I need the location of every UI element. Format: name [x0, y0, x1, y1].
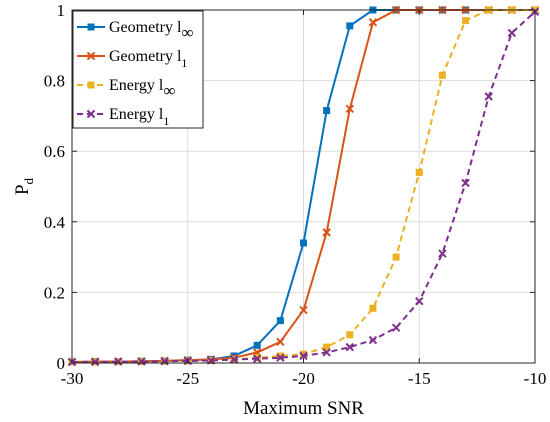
- legend-label-sub: 1: [163, 114, 169, 128]
- data-point: [276, 353, 285, 362]
- x-tick-label: -20: [292, 369, 315, 388]
- data-point: [90, 357, 100, 367]
- data-point: [229, 355, 239, 364]
- y-axis-title: Pd: [12, 177, 36, 195]
- legend-label-main: Geometry l: [109, 19, 182, 36]
- y-tick-label: 0.8: [44, 72, 65, 91]
- data-point: [276, 317, 284, 325]
- legend-item-2: Geometry l1: [77, 48, 187, 70]
- y-axis-title-main: P: [12, 184, 33, 195]
- data-point: [299, 305, 308, 315]
- y-tick-label: 0.6: [44, 142, 65, 161]
- legend-label-main: Energy l: [109, 106, 164, 123]
- legend-label-main: Energy l: [109, 77, 164, 94]
- data-point: [160, 357, 169, 366]
- legend-label-sub: ∞: [181, 23, 193, 42]
- data-point: [392, 253, 400, 261]
- legend-swatch-marker: [86, 109, 96, 119]
- y-axis-title-sub: d: [21, 177, 36, 184]
- y-tick-label: 1: [57, 1, 66, 20]
- data-point: [276, 337, 285, 347]
- data-point: [391, 323, 401, 332]
- data-point: [438, 71, 446, 79]
- x-tick-label: -15: [408, 369, 431, 388]
- data-point: [322, 348, 331, 357]
- legend-label: Geometry l∞: [109, 19, 194, 42]
- data-point: [462, 17, 470, 25]
- data-point: [438, 249, 447, 258]
- data-point: [299, 351, 308, 361]
- data-point: [346, 331, 354, 339]
- x-tick-label: -30: [61, 369, 84, 388]
- data-point: [300, 239, 307, 247]
- data-point: [368, 18, 378, 27]
- legend-swatch-marker: [87, 81, 95, 89]
- data-point: [415, 168, 423, 176]
- x-tick-label: -10: [524, 369, 547, 388]
- data-point: [345, 104, 355, 114]
- data-point: [252, 354, 262, 363]
- data-point: [507, 28, 517, 38]
- x-axis-title: Maximum SNR: [243, 398, 364, 419]
- data-point: [253, 341, 261, 349]
- legend-swatch-marker: [86, 51, 96, 61]
- legend-swatch-marker: [87, 23, 95, 31]
- data-point: [345, 342, 355, 352]
- legend-label-sub: ∞: [163, 81, 175, 100]
- legend-label-sub: 1: [181, 56, 187, 70]
- data-point: [461, 178, 470, 188]
- legend-label: Energy l1: [109, 106, 169, 128]
- y-tick-label: 0: [57, 354, 66, 373]
- legend-box: [72, 10, 204, 129]
- data-point: [346, 22, 354, 30]
- legend-label: Geometry l1: [109, 48, 187, 70]
- legend-item-1: Geometry l∞: [77, 19, 194, 42]
- data-point: [323, 107, 331, 115]
- data-point: [322, 228, 331, 237]
- data-point: [114, 357, 123, 366]
- svg-text:Pd: Pd: [12, 177, 36, 195]
- data-point: [137, 357, 146, 366]
- data-point: [415, 297, 424, 306]
- x-tick-label: -25: [176, 369, 199, 388]
- data-point: [368, 335, 378, 345]
- data-point: [484, 92, 493, 101]
- y-tick-label: 0.2: [44, 283, 65, 302]
- data-point: [323, 343, 331, 351]
- legend-label-main: Geometry l: [109, 48, 182, 65]
- legend-item-4: Energy l1: [77, 106, 169, 128]
- legend-label: Energy l∞: [109, 77, 175, 100]
- y-tick-label: 0.4: [44, 213, 66, 232]
- legend-item-3: Energy l∞: [77, 77, 175, 100]
- data-point: [369, 304, 377, 312]
